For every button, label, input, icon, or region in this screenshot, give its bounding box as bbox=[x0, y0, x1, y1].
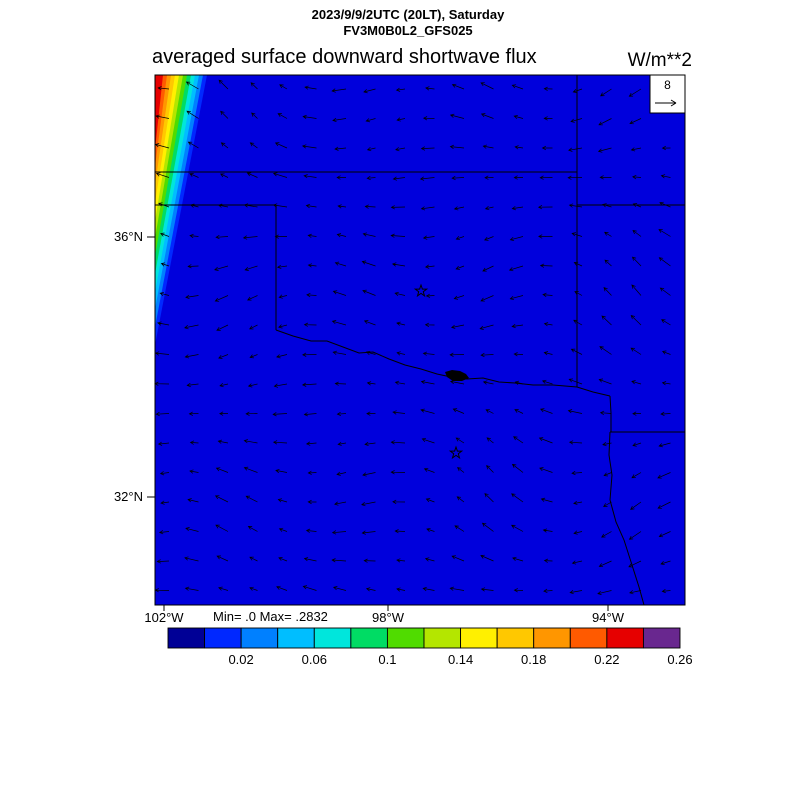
map-frame bbox=[154, 74, 686, 606]
colorbar-cell bbox=[533, 627, 571, 649]
state-border-line bbox=[576, 386, 611, 397]
vector-key-value: 8 bbox=[664, 78, 671, 92]
state-border-line bbox=[609, 499, 645, 606]
colorbar-tick-label: 0.22 bbox=[594, 652, 619, 667]
units-label: W/m**2 bbox=[628, 50, 692, 71]
vector-key-arrow-icon bbox=[655, 99, 677, 107]
lat-label-36n: 36°N bbox=[114, 229, 143, 244]
colorbar-labels: 0.02 0.06 0.1 0.14 0.18 0.22 0.26 bbox=[228, 652, 692, 667]
colorbar-cell bbox=[496, 627, 535, 649]
colorbar-cell bbox=[350, 627, 388, 649]
colorbar-cell bbox=[460, 627, 498, 649]
map-panel: 8 bbox=[154, 74, 686, 606]
lon-label-94w: 94°W bbox=[592, 610, 625, 625]
vector-key-box: 8 bbox=[649, 74, 686, 114]
colorbar-cell bbox=[313, 627, 352, 649]
colorbar-tick-label: 0.14 bbox=[448, 652, 473, 667]
plot-title: averaged surface downward shortwave flux bbox=[152, 46, 537, 68]
lake-blob bbox=[445, 370, 469, 381]
state-border-line bbox=[609, 395, 612, 432]
colorbar-cell bbox=[569, 627, 608, 649]
colorbar-cell bbox=[204, 627, 242, 649]
lat-label-32n: 32°N bbox=[114, 489, 143, 504]
city-star-markers bbox=[413, 283, 464, 460]
colorbar-cell bbox=[642, 627, 681, 649]
flux-gradient-bands bbox=[155, 75, 207, 345]
star-marker-icon bbox=[448, 445, 464, 460]
colorbar-tick-label: 0.1 bbox=[378, 652, 396, 667]
colorbar-tick-label: 0.02 bbox=[228, 652, 253, 667]
colorbar-cell bbox=[423, 627, 462, 649]
colorbar-tick-label: 0.18 bbox=[521, 652, 546, 667]
model-heading: FV3M0B0L2_GFS025 bbox=[343, 23, 472, 38]
datetime-heading: 2023/9/9/2UTC (20LT), Saturday bbox=[312, 7, 505, 22]
colorbar: 0.02 0.06 0.1 0.14 0.18 0.22 0.26 bbox=[167, 627, 693, 667]
vector-key-frame bbox=[649, 74, 686, 114]
colorbar-cells bbox=[167, 627, 681, 649]
star-marker-icon bbox=[413, 283, 429, 298]
minmax-stats: Min= .0 Max= .2832 bbox=[213, 609, 328, 624]
colorbar-cell bbox=[606, 627, 644, 649]
colorbar-cell bbox=[386, 627, 425, 649]
flux-band bbox=[155, 75, 163, 150]
colorbar-tick-label: 0.06 bbox=[302, 652, 327, 667]
lon-label-98w: 98°W bbox=[372, 610, 405, 625]
colorbar-cell bbox=[240, 627, 279, 649]
colorbar-tick-label: 0.26 bbox=[667, 652, 692, 667]
colorbar-cell bbox=[167, 627, 206, 649]
lon-label-102w: 102°W bbox=[144, 610, 184, 625]
colorbar-cell bbox=[277, 627, 315, 649]
map-background bbox=[155, 75, 685, 605]
state-border-line bbox=[275, 329, 578, 388]
